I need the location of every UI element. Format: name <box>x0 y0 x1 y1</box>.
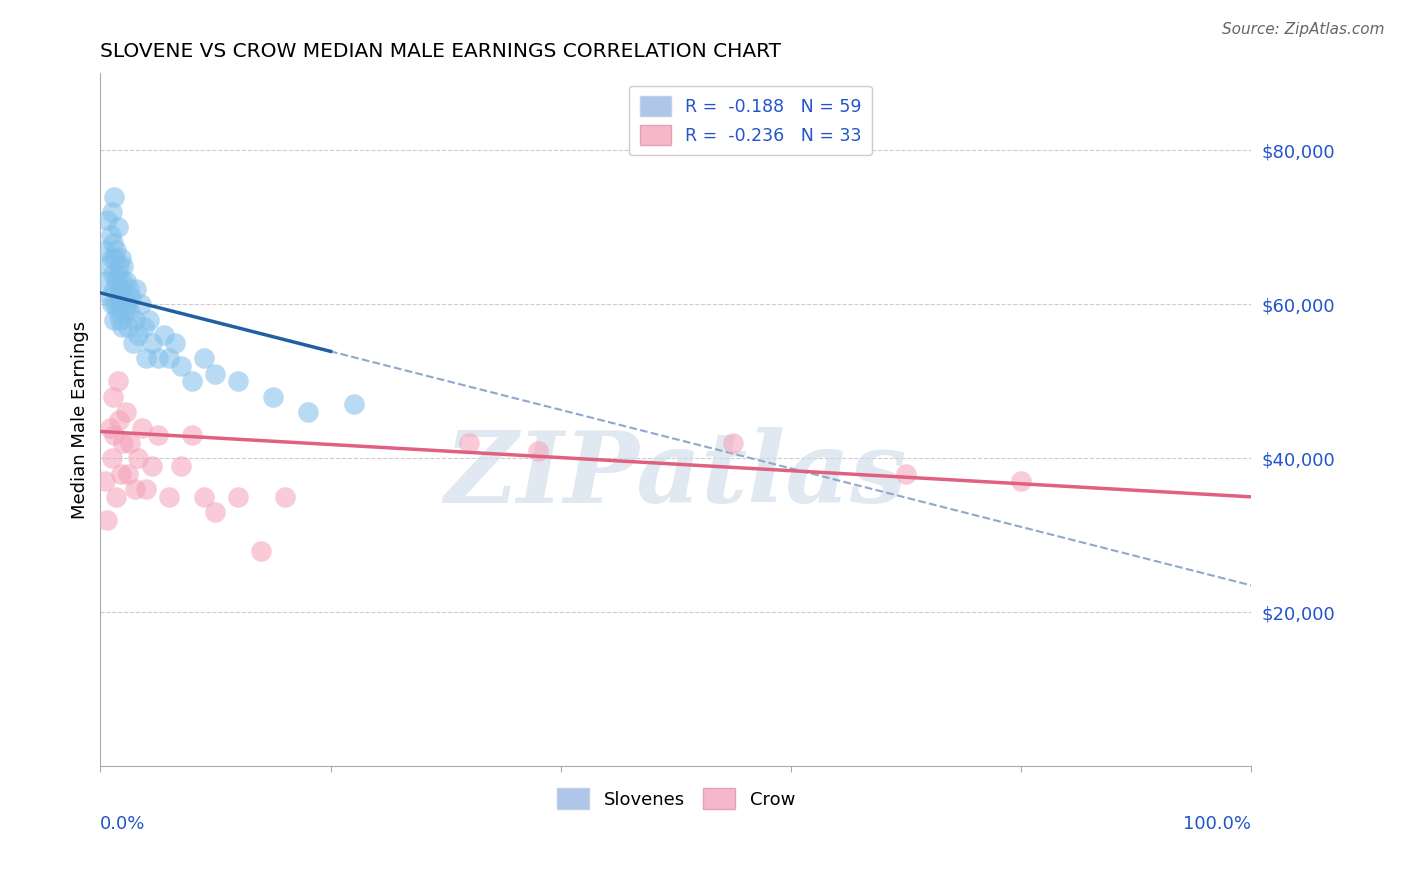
Point <box>115 297 138 311</box>
Point <box>165 335 187 350</box>
Point <box>114 405 136 419</box>
Text: 0.0%: 0.0% <box>100 814 146 833</box>
Point <box>101 451 124 466</box>
Point <box>170 458 193 473</box>
Point <box>152 328 174 343</box>
Point <box>105 274 128 288</box>
Point <box>112 259 135 273</box>
Point <box>120 305 142 319</box>
Point <box>273 490 295 504</box>
Point <box>105 244 128 258</box>
Point <box>94 475 117 489</box>
Point <box>94 244 117 258</box>
Point <box>110 251 132 265</box>
Point <box>111 320 134 334</box>
Point <box>117 467 139 481</box>
Y-axis label: Median Male Earnings: Median Male Earnings <box>72 321 89 519</box>
Point <box>193 351 215 366</box>
Point <box>110 297 132 311</box>
Point <box>107 267 129 281</box>
Point <box>181 428 204 442</box>
Point <box>141 335 163 350</box>
Point <box>118 282 141 296</box>
Point <box>297 405 319 419</box>
Point <box>129 297 152 311</box>
Point <box>107 375 129 389</box>
Point <box>124 313 146 327</box>
Point <box>107 413 129 427</box>
Point <box>125 282 148 296</box>
Point <box>457 436 479 450</box>
Point <box>170 359 193 373</box>
Point <box>120 436 142 450</box>
Point <box>204 505 226 519</box>
Point <box>112 436 135 450</box>
Point <box>181 375 204 389</box>
Point <box>127 328 149 343</box>
Point <box>193 490 215 504</box>
Point <box>112 290 135 304</box>
Point <box>104 251 127 265</box>
Point <box>101 297 124 311</box>
Point <box>146 351 169 366</box>
Point <box>157 490 180 504</box>
Point <box>101 267 124 281</box>
Point <box>526 443 548 458</box>
Point <box>135 482 157 496</box>
Point <box>127 451 149 466</box>
Point <box>228 490 250 504</box>
Point <box>100 228 122 243</box>
Point <box>94 274 117 288</box>
Text: SLOVENE VS CROW MEDIAN MALE EARNINGS CORRELATION CHART: SLOVENE VS CROW MEDIAN MALE EARNINGS COR… <box>100 42 782 61</box>
Point <box>114 274 136 288</box>
Text: Source: ZipAtlas.com: Source: ZipAtlas.com <box>1222 22 1385 37</box>
Point <box>105 490 128 504</box>
Point <box>96 212 118 227</box>
Text: ZIPatlas: ZIPatlas <box>444 427 907 524</box>
Point <box>103 313 125 327</box>
Point <box>723 436 745 450</box>
Point <box>342 397 364 411</box>
Point <box>103 282 125 296</box>
Point <box>108 313 131 327</box>
Point <box>103 428 125 442</box>
Point <box>104 297 127 311</box>
Point <box>262 390 284 404</box>
Point <box>894 467 917 481</box>
Point <box>107 290 129 304</box>
Point <box>204 367 226 381</box>
Point <box>1010 475 1032 489</box>
Point <box>101 251 124 265</box>
Point <box>121 335 143 350</box>
Point <box>98 290 121 304</box>
Point <box>107 305 129 319</box>
Point <box>250 543 273 558</box>
Legend: Slovenes, Crow: Slovenes, Crow <box>550 780 803 816</box>
Point <box>146 428 169 442</box>
Point <box>107 259 129 273</box>
Point <box>98 420 121 434</box>
Point <box>108 282 131 296</box>
Text: 100.0%: 100.0% <box>1184 814 1251 833</box>
Point <box>138 313 160 327</box>
Point <box>101 235 124 250</box>
Point <box>124 482 146 496</box>
Point <box>103 189 125 203</box>
Point <box>157 351 180 366</box>
Point <box>110 467 132 481</box>
Point <box>96 513 118 527</box>
Point <box>120 290 142 304</box>
Point <box>111 274 134 288</box>
Point <box>228 375 250 389</box>
Point <box>131 420 153 434</box>
Point <box>101 390 124 404</box>
Point <box>132 320 155 334</box>
Point <box>101 205 124 219</box>
Point <box>107 220 129 235</box>
Point <box>141 458 163 473</box>
Point <box>97 259 120 273</box>
Point <box>114 305 136 319</box>
Point <box>117 320 139 334</box>
Point <box>135 351 157 366</box>
